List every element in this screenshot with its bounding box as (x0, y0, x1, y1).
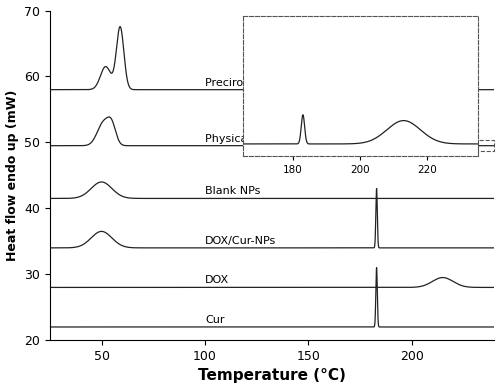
Text: Blank NPs: Blank NPs (205, 186, 260, 196)
X-axis label: Temperature (°C): Temperature (°C) (198, 368, 346, 384)
Text: Precirol ATO 5®: Precirol ATO 5® (205, 78, 294, 88)
Y-axis label: Heat flow endo up (mW): Heat flow endo up (mW) (6, 90, 18, 261)
Bar (340, 140, 494, 151)
Text: DOX: DOX (205, 275, 229, 286)
Text: Cur: Cur (205, 315, 225, 325)
Text: DOX/Cur-NPs: DOX/Cur-NPs (205, 236, 276, 246)
Text: Physical mixture: Physical mixture (205, 134, 298, 144)
